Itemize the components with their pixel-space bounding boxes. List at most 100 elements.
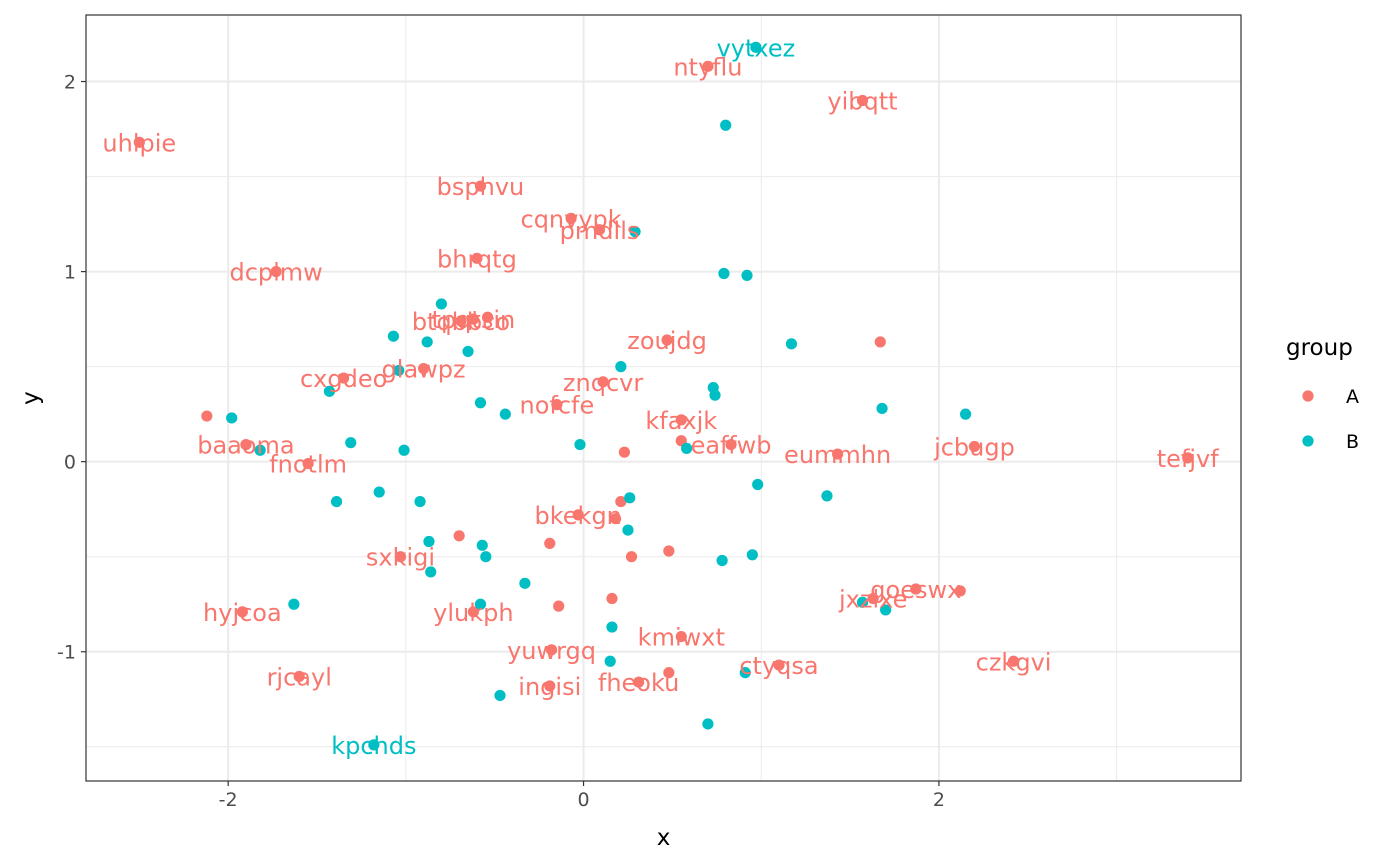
point-label: uhlpie (102, 129, 176, 157)
point-A (597, 376, 609, 388)
point-A (633, 676, 645, 688)
point-B (425, 566, 437, 578)
point-B (499, 408, 511, 420)
point-label: btqbbco (412, 308, 510, 336)
point-label: glawpz (382, 356, 466, 384)
point-A (856, 94, 869, 107)
point-label: pmdlls (560, 217, 640, 245)
point-A (609, 513, 622, 525)
point-B (323, 385, 336, 397)
point-label: yuwrgq (507, 637, 596, 665)
panel-background (86, 15, 1241, 781)
point-label: hyjcoa (203, 599, 282, 627)
point-B (435, 298, 447, 310)
point-label: nofcfe (520, 392, 595, 420)
point-B (716, 554, 728, 567)
point-label: jxzlxe (838, 586, 907, 614)
point-label: kfaxjk (645, 407, 717, 435)
point-A (455, 315, 467, 327)
point-A (544, 537, 556, 550)
point-B (750, 41, 762, 53)
y-axis-title: y (18, 391, 44, 405)
point-label: bkekgn (535, 502, 622, 530)
point-A (467, 313, 479, 325)
point-label: ctyqsa (739, 652, 818, 680)
point-A (874, 336, 886, 348)
y-tick-label: 0 (64, 452, 76, 474)
point-A (551, 399, 563, 411)
point-label: yibqtt (827, 88, 897, 116)
major-gridlines (86, 15, 1241, 781)
point-B (480, 551, 492, 563)
point-B (519, 577, 531, 589)
point-A (725, 438, 737, 451)
point-B (606, 621, 618, 633)
x-axis: -2 0 2 (219, 781, 945, 811)
point-A (572, 509, 584, 521)
point-A (615, 495, 627, 508)
point-label: tpqtsin (432, 306, 516, 334)
point-label: ntyflu (673, 53, 742, 81)
point-B (494, 689, 506, 702)
point-A (954, 585, 966, 597)
point-A (293, 670, 305, 683)
panel-border (85, 14, 1242, 782)
point-label: czkgvi (976, 648, 1052, 676)
point-label: kpchds (331, 732, 416, 760)
minor-gridlines (86, 15, 1241, 781)
point-B (330, 495, 343, 508)
point-label: znqcvr (563, 369, 643, 397)
point-B (474, 598, 487, 610)
point-label: goeswx (870, 576, 961, 604)
point-A (593, 224, 606, 236)
point-A (663, 545, 675, 557)
point-label: kmiwxt (638, 624, 725, 652)
point-A (910, 583, 922, 595)
point-A (270, 266, 282, 278)
point-B (421, 336, 433, 348)
point-B (226, 412, 238, 424)
point-B (720, 119, 732, 131)
point-A (302, 457, 314, 470)
point-label: zoujdg (627, 327, 707, 355)
x-tick-label: 0 (577, 789, 589, 811)
point-B (959, 408, 972, 420)
point-A (133, 136, 145, 148)
point-A (474, 180, 487, 192)
point-label: baaoma (197, 432, 294, 460)
point-A (675, 630, 687, 643)
point-label: vytxez (717, 34, 796, 62)
point-label: eummhn (784, 441, 891, 469)
point-label: rjcayl (267, 663, 332, 691)
point-A (702, 60, 714, 72)
point-B (718, 267, 730, 280)
point-A (240, 438, 252, 451)
point-A (545, 644, 558, 656)
point-B (876, 402, 888, 415)
point-A (661, 334, 673, 346)
point-A (544, 680, 556, 692)
point-B (741, 269, 753, 282)
point-A (481, 311, 494, 323)
point-A (338, 372, 350, 384)
point-B (423, 535, 435, 548)
point-B (604, 655, 616, 667)
legend-label-B: B (1346, 431, 1359, 453)
point-label: ylukph (433, 599, 513, 627)
legend-title: group (1286, 335, 1353, 361)
point-label: bhrqtg (437, 245, 517, 273)
point-A (553, 600, 565, 612)
point-A (467, 606, 479, 618)
point-B (474, 397, 487, 409)
y-tick-label: 2 (64, 72, 76, 94)
point-label: jcbugp (933, 433, 1015, 461)
y-tick-label: -1 (57, 642, 76, 664)
point-A (663, 667, 675, 679)
point-B (622, 524, 634, 536)
point-A (418, 362, 430, 375)
point-B (702, 718, 714, 730)
point-A (832, 448, 844, 460)
